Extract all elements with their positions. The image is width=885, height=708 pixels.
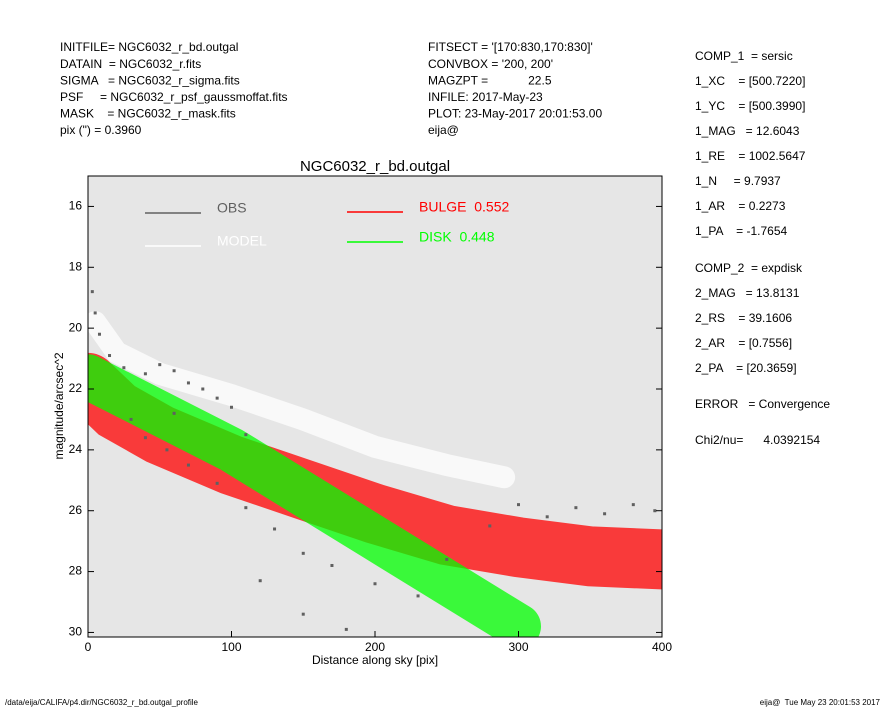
fit-param: 1_YC = [500.3990] [695, 99, 805, 113]
fit-param: 2_PA = [20.3659] [695, 361, 797, 375]
y-tick-label: 28 [69, 564, 83, 578]
obs-point [653, 509, 657, 513]
obs-point [165, 448, 169, 452]
header-param: CONVBOX = '200, 200' [428, 57, 553, 71]
obs-point [631, 503, 635, 507]
obs-point [201, 387, 205, 391]
x-tick-label: 300 [508, 640, 528, 654]
fit-param: 1_N = 9.7937 [695, 174, 781, 188]
y-tick-label: 22 [69, 381, 83, 395]
header-param: FITSECT = '[170:830,170:830]' [428, 40, 593, 54]
obs-point [143, 436, 147, 440]
header-param: PLOT: 23-May-2017 20:01:53.00 [428, 107, 602, 121]
fit-param: 2_AR = [0.7556] [695, 336, 792, 350]
x-tick-label: 0 [85, 640, 92, 654]
fit-param: 1_PA = -1.7654 [695, 224, 788, 238]
obs-point [330, 563, 334, 567]
fit-param: COMP_2 = expdisk [695, 261, 803, 275]
legend-label: OBS [217, 200, 247, 216]
obs-point [273, 527, 277, 531]
obs-point [90, 290, 94, 294]
obs-point [244, 506, 248, 510]
legend-label: DISK 0.448 [419, 229, 495, 245]
obs-point [215, 396, 219, 400]
obs-point [186, 463, 190, 467]
obs-point [186, 381, 190, 385]
y-tick-label: 18 [69, 259, 83, 273]
obs-point [129, 417, 133, 421]
header-param: PSF = NGC6032_r_psf_gaussmoffat.fits [60, 90, 288, 104]
obs-point [172, 411, 176, 415]
obs-point [301, 551, 305, 555]
obs-point [416, 594, 420, 598]
x-tick-label: 400 [652, 640, 672, 654]
y-tick-label: 20 [69, 320, 83, 334]
y-tick-label: 30 [69, 625, 83, 639]
obs-point [158, 363, 162, 367]
fit-param: 2_RS = 39.1606 [695, 311, 792, 325]
header-param: INITFILE= NGC6032_r_bd.outgal [60, 40, 238, 54]
header-param: MASK = NGC6032_r_mask.fits [60, 107, 236, 121]
footer-path: /data/eija/CALIFA/p4.dir/NGC6032_r_bd.ou… [5, 698, 199, 707]
legend-label: MODEL [217, 233, 267, 249]
obs-point [143, 372, 147, 376]
fit-param: 1_RE = 1002.5647 [695, 149, 806, 163]
header-param: SIGMA = NGC6032_r_sigma.fits [60, 73, 240, 87]
obs-point [244, 433, 248, 437]
obs-point [517, 503, 520, 507]
x-tick-label: 200 [365, 640, 385, 654]
plot-frame [87, 175, 663, 638]
fit-param: ERROR = Convergence [695, 397, 830, 411]
obs-point [488, 524, 492, 528]
legend-label: BULGE 0.552 [419, 199, 509, 215]
obs-point [445, 557, 449, 561]
x-tick-label: 100 [221, 640, 241, 654]
obs-point [258, 579, 262, 583]
fit-param: 2_MAG = 13.8131 [695, 286, 800, 300]
fit-param: COMP_1 = sersic [695, 49, 793, 63]
header-param: INFILE: 2017-May-23 [428, 90, 543, 104]
y-tick-label: 26 [69, 503, 83, 517]
header-param: DATAIN = NGC6032_r.fits [60, 57, 201, 71]
header-param: MAGZPT = 22.5 [428, 73, 552, 87]
obs-point [344, 627, 348, 631]
y-axis-label: magnitude/arcsec^2 [52, 352, 66, 459]
header-param: eija@ [428, 123, 459, 137]
obs-point [93, 311, 97, 315]
obs-point [574, 506, 578, 510]
chart-title: NGC6032_r_bd.outgal [300, 158, 450, 175]
footer-date: eija@ Tue May 23 20:01:53 2017 [760, 698, 881, 707]
fit-param: 1_MAG = 12.6043 [695, 124, 800, 138]
profile-band [88, 354, 541, 637]
fit-param: 1_XC = [500.7220] [695, 74, 805, 88]
obs-point [545, 515, 549, 519]
obs-point [301, 612, 305, 616]
x-axis-label: Distance along sky [pix] [312, 653, 438, 667]
header-param: pix (") = 0.3960 [60, 123, 142, 137]
obs-point [373, 582, 377, 586]
y-tick-label: 16 [69, 199, 83, 213]
obs-point [230, 405, 233, 409]
obs-point [108, 354, 112, 358]
y-tick-label: 24 [69, 442, 83, 456]
obs-point [215, 481, 219, 485]
obs-point [97, 332, 101, 336]
fit-param: Chi2/nu= 4.0392154 [695, 433, 820, 447]
obs-point [172, 369, 176, 373]
profile-band [88, 311, 516, 489]
obs-point [122, 366, 126, 370]
fit-param: 1_AR = 0.2273 [695, 199, 786, 213]
obs-point [603, 512, 607, 516]
